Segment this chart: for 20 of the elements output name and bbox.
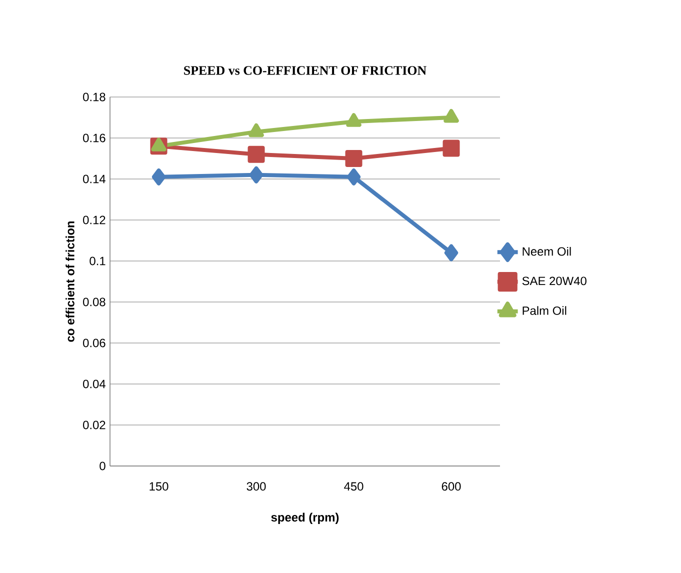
legend-label: Neem Oil [522, 246, 571, 256]
y-tick-label: 0.12 [83, 216, 106, 224]
x-tick-label: 150 [150, 482, 168, 491]
x-axis-title: speed (rpm) [271, 512, 339, 524]
y-tick-label: 0.16 [83, 134, 106, 142]
y-tick-label: 0.18 [83, 92, 106, 102]
y-tick-label: 0.06 [83, 338, 106, 348]
legend-label: SAE 20W40 [522, 276, 586, 286]
y-tick-label: 0 [100, 462, 106, 470]
y-axis-title: co efficient of friction [66, 221, 74, 342]
legend-label: Palm Oil [522, 306, 566, 315]
y-tick-label: 0.04 [83, 380, 106, 388]
x-tick-label: 600 [442, 482, 461, 491]
x-tick-label: 300 [246, 482, 266, 491]
x-tick-label: 450 [344, 482, 364, 491]
y-tick-label: 0.08 [83, 298, 106, 306]
y-tick-label: 0.02 [83, 420, 106, 430]
y-tick-label: 0.14 [83, 174, 106, 184]
chart-title: SPEED vs CO-EFFICIENT OF FRICTION [184, 66, 426, 75]
y-tick-label: 0.1 [90, 256, 106, 266]
